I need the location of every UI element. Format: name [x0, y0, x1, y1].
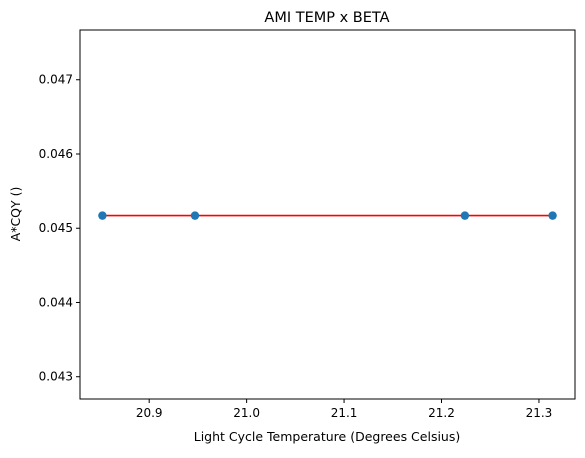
y-axis-label: A*CQY () — [8, 187, 23, 242]
y-axis: 0.043 0.044 0.045 0.046 0.047 — [39, 73, 80, 384]
y-tick-label: 0.046 — [39, 147, 73, 161]
plot-area — [98, 211, 557, 219]
data-point — [191, 211, 199, 219]
y-tick-label: 0.045 — [39, 221, 73, 235]
x-tick-label: 21.1 — [331, 406, 358, 420]
x-tick-label: 21.0 — [233, 406, 260, 420]
chart-title: AMI TEMP x BETA — [264, 10, 389, 26]
x-axis-label: Light Cycle Temperature (Degrees Celsius… — [194, 429, 461, 444]
data-point — [98, 211, 106, 219]
y-tick-label: 0.044 — [39, 295, 73, 309]
x-axis: 20.9 21.0 21.1 21.2 21.3 — [136, 399, 552, 420]
y-tick-label: 0.047 — [39, 73, 73, 87]
plot-frame — [80, 30, 575, 399]
data-point — [461, 211, 469, 219]
y-tick-label: 0.043 — [39, 370, 73, 384]
x-tick-label: 20.9 — [136, 406, 163, 420]
x-tick-label: 21.2 — [428, 406, 455, 420]
x-tick-label: 21.3 — [526, 406, 553, 420]
data-point — [548, 211, 556, 219]
